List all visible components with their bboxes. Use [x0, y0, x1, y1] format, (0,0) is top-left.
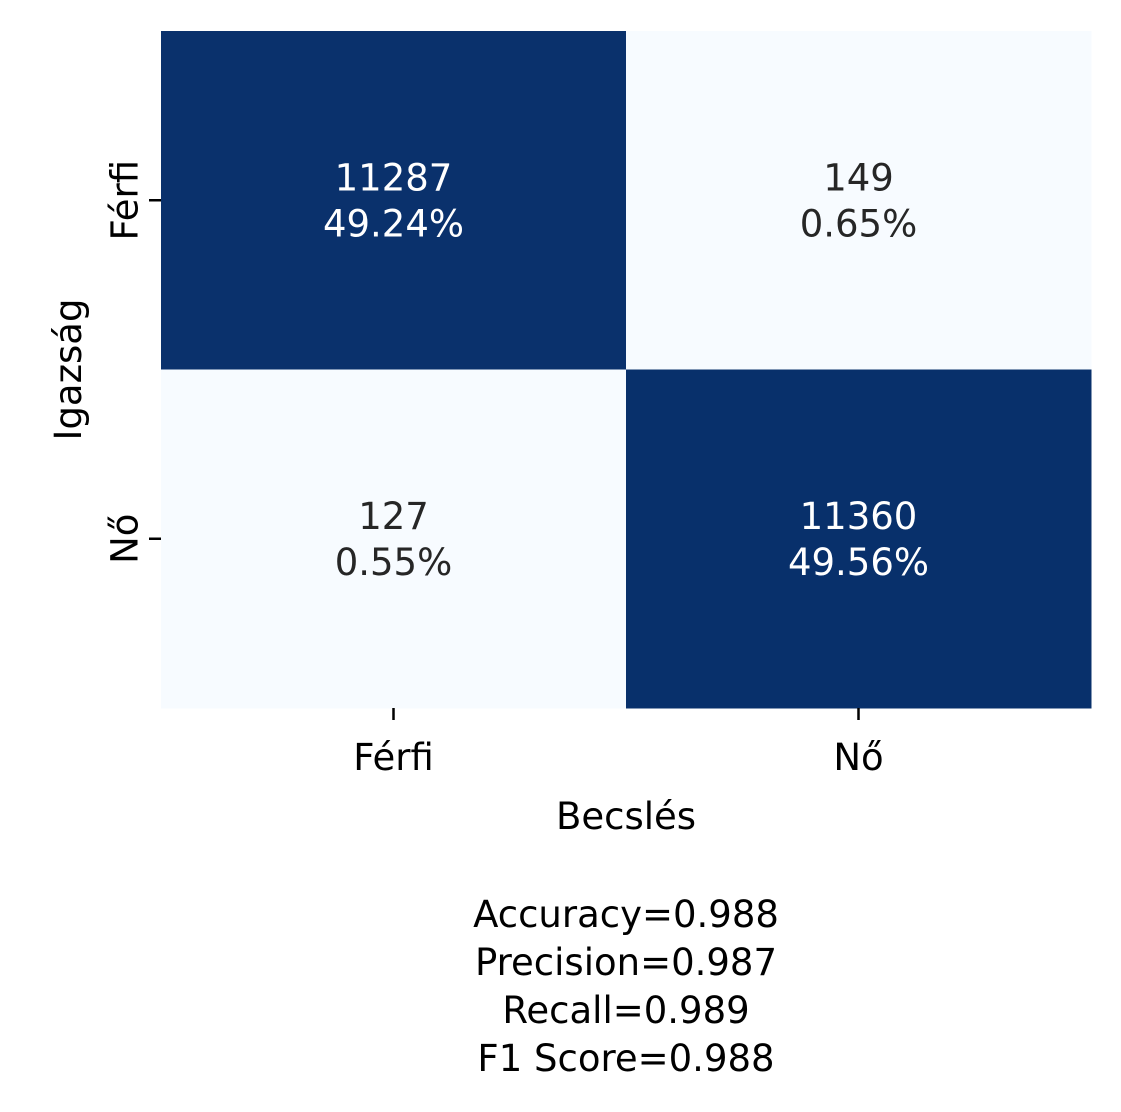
- cell-percent-label: 49.24%: [323, 202, 464, 245]
- y-axis-ticks: Férfi Nő: [104, 160, 161, 564]
- x-axis-label: Becslés: [556, 795, 696, 838]
- x-axis-ticks: Férfi Nő: [353, 708, 884, 779]
- metric-accuracy: Accuracy=0.988: [473, 893, 779, 936]
- metric-recall: Recall=0.989: [502, 989, 749, 1032]
- heatmap-cells: [161, 31, 1092, 709]
- heatmap-cell: [626, 369, 1092, 709]
- metric-precision: Precision=0.987: [475, 941, 777, 984]
- heatmap-cell: [626, 31, 1092, 370]
- y-axis-label: Igazság: [47, 299, 90, 441]
- heatmap-cell: [161, 369, 627, 709]
- cell-count-label: 11360: [800, 495, 918, 538]
- y-tick-label: Férfi: [104, 160, 147, 241]
- cell-count-label: 127: [358, 495, 429, 538]
- cell-percent-label: 49.56%: [788, 541, 929, 584]
- cell-percent-label: 0.55%: [335, 541, 453, 584]
- cell-count-label: 149: [823, 156, 894, 199]
- cell-count-label: 11287: [335, 156, 453, 199]
- cell-percent-label: 0.65%: [800, 202, 918, 245]
- y-tick-label: Nő: [104, 514, 147, 564]
- metrics-block: Accuracy=0.988 Precision=0.987 Recall=0.98…: [473, 893, 779, 1080]
- x-tick-label: Nő: [833, 736, 883, 779]
- heatmap-cell: [161, 31, 627, 370]
- metric-f1-score: F1 Score=0.988: [477, 1037, 774, 1080]
- x-tick-label: Férfi: [353, 736, 434, 779]
